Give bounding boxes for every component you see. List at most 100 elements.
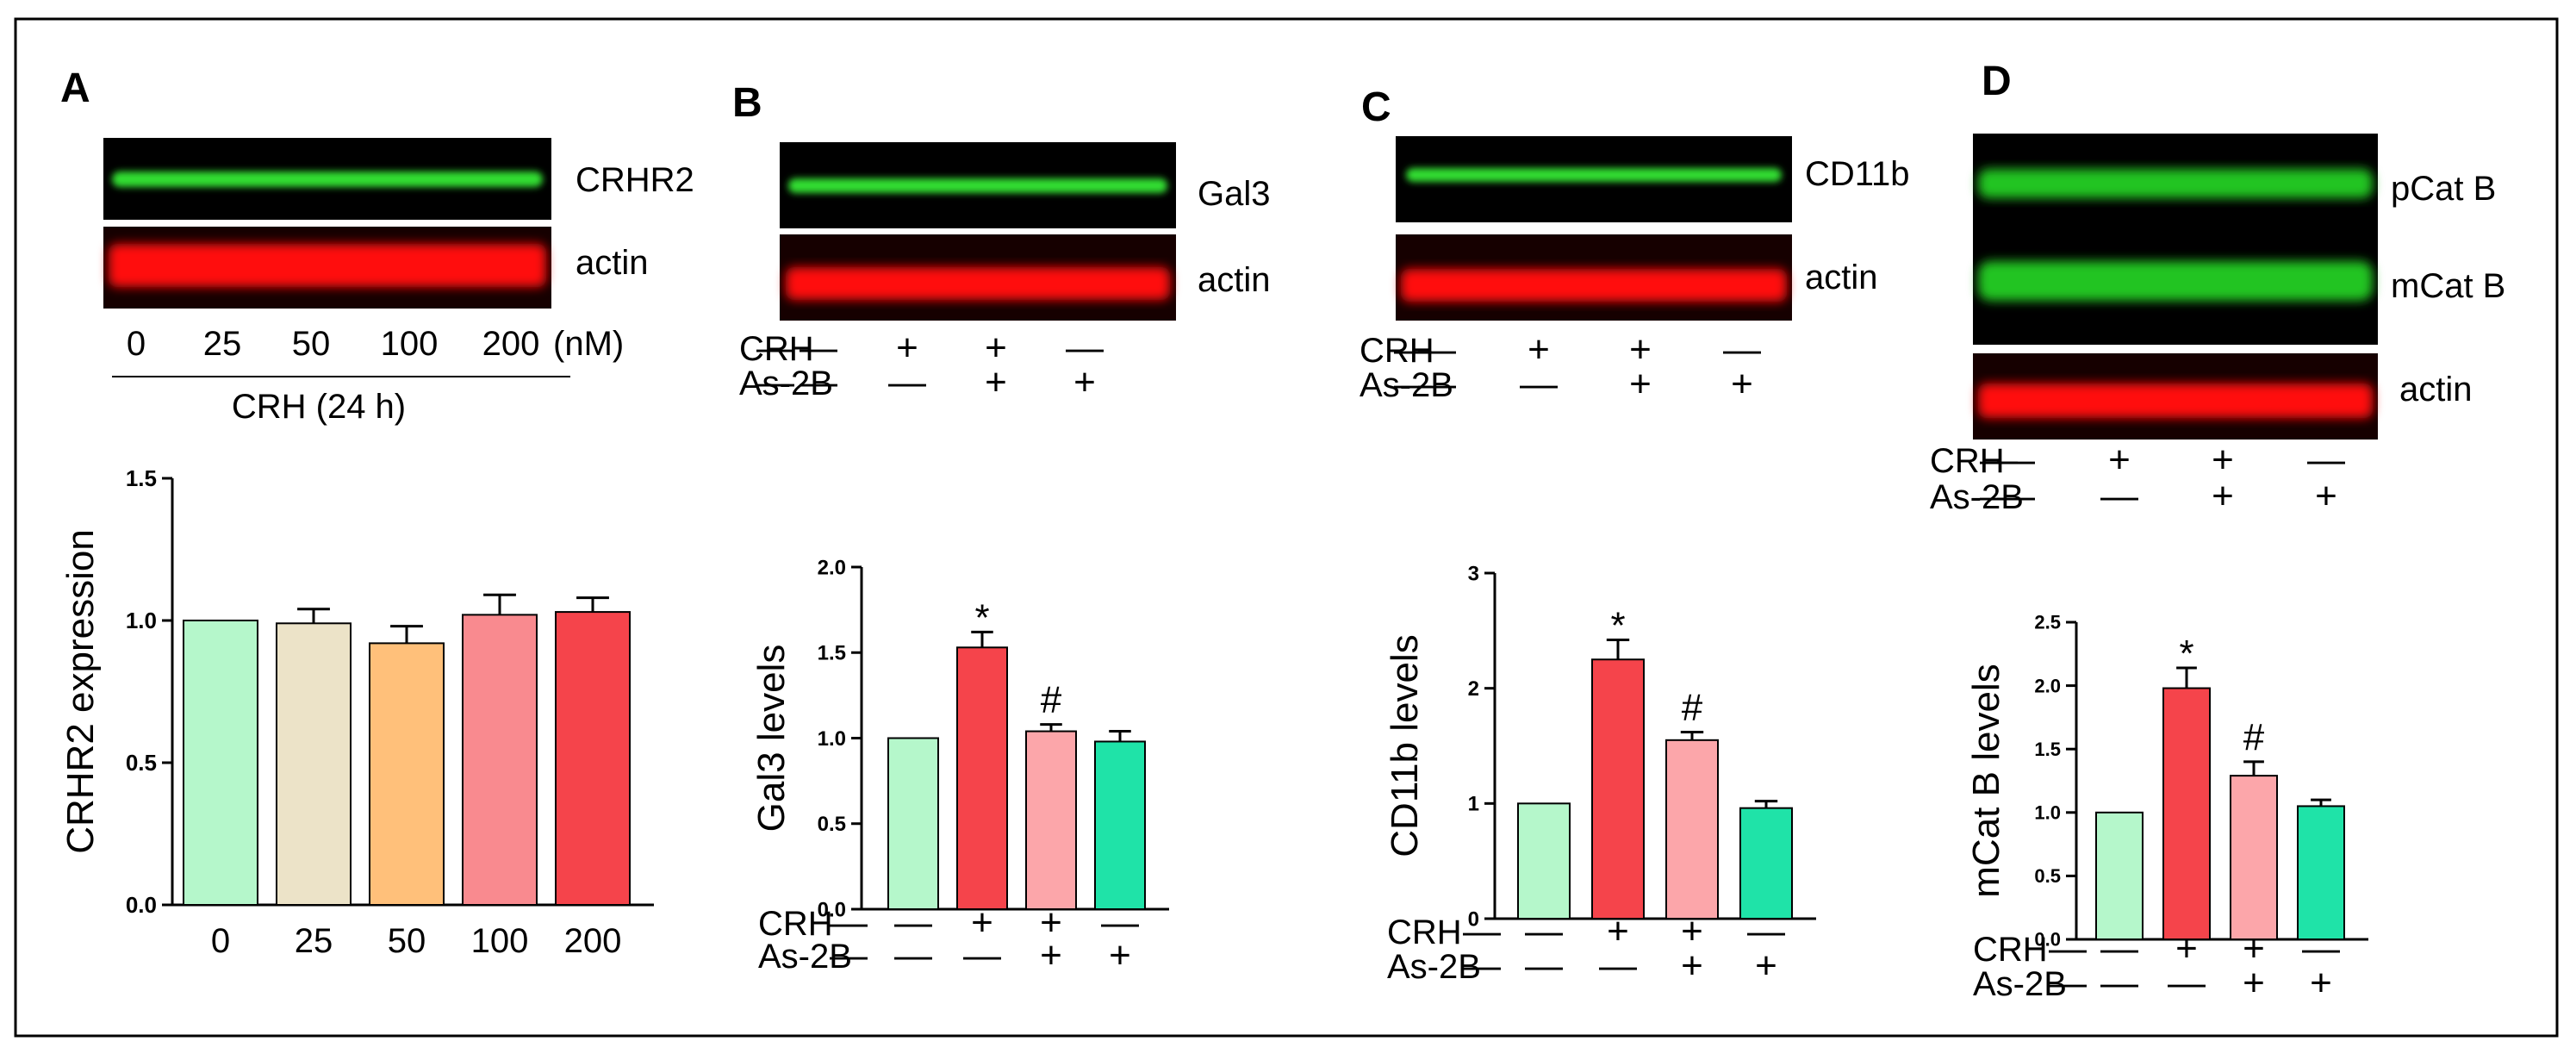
chart-d-mark-as-2b-2: — (2168, 962, 2206, 1004)
chart-c-bar-2 (1591, 658, 1645, 920)
chart-a-bar-2 (276, 622, 352, 906)
blot-b-band-label-actin: actin (1198, 261, 1271, 299)
chart-b-mark-as-2b-4: + (1109, 934, 1131, 976)
blot-c-mark-as-2b-4: + (1731, 363, 1753, 405)
panel-label-d: D (1982, 59, 2012, 104)
blot-b-mark-crh-1: — (800, 327, 837, 369)
blot-c-band-label-cd11b: CD11b (1805, 155, 1910, 193)
chart-c-mark-crh-4: — (1747, 910, 1785, 952)
blot-d-mark-crh-1: — (1997, 439, 2035, 481)
chart-b-tick-label: 0.0 (818, 898, 846, 921)
chart-a-bar-3 (369, 642, 445, 907)
blot-c-band-label-actin: actin (1805, 259, 1878, 296)
chart-b-tick-label: 1.0 (818, 727, 846, 751)
chart-a-category-label: 50 (388, 922, 426, 960)
blot-d-band-label-mcatb: mCat B (2391, 267, 2505, 305)
blot-b-mark-as-2b-1: — (800, 361, 837, 403)
blot-a-lane-25: 25 (203, 325, 242, 363)
chart-a-category-label: 200 (564, 922, 622, 960)
blot-c-mark-as-2b-3: + (1629, 363, 1652, 405)
blot-c-mark-crh-3: + (1629, 328, 1652, 371)
blot-b-row-dash-crh: — (756, 327, 794, 369)
chart-d-y-axis-label: mCat B levels (1965, 664, 2007, 897)
blot-d-band-label-pcatb: pCat B (2391, 170, 2496, 208)
chart-d-bar-4 (2297, 805, 2345, 940)
chart-b-bar-3 (1025, 730, 1077, 910)
chart-b-row-dash-crh: — (830, 901, 868, 944)
blot-a-band-label-actin: actin (576, 244, 649, 282)
chart-d-mark-as-2b-4: + (2310, 962, 2332, 1004)
blot-c-mark-crh-4: — (1723, 328, 1761, 371)
chart-a-bar-5 (555, 611, 631, 906)
chart-d-bar-2 (2162, 687, 2211, 940)
chart-d-row-label-crh: CRH (1973, 931, 2048, 969)
chart-b-bar-2 (956, 646, 1008, 910)
blot-a: CRHR2 actin 0 25 50 100 200 (nM) CRH (24… (103, 138, 694, 426)
blot-a-unit: (nM) (553, 325, 624, 363)
chart-c-annotation-3: # (1682, 686, 1703, 728)
chart-a-category-label: 100 (471, 922, 529, 960)
chart-c-bar-1 (1517, 802, 1571, 920)
chart-d-mark-crh-3: + (2243, 927, 2265, 970)
blot-c-row-label-crh: CRH (1360, 332, 1434, 370)
blot-b-mark-crh-3: + (985, 327, 1007, 369)
blot-c-mark-as-2b-1: — (1418, 363, 1456, 405)
chart-a-tick-label: 0.0 (126, 892, 157, 918)
blot-a-crhr2-band (112, 171, 543, 187)
chart-d-tick-label: 0.0 (2034, 929, 2061, 951)
chart-d-mark-crh-1: — (2100, 927, 2138, 970)
blot-d-pcatb-band (1978, 169, 2373, 198)
blot-d-mark-crh-3: + (2212, 439, 2234, 481)
blot-d-mark-crh-4: — (2307, 439, 2345, 481)
chart-c-mark-as-2b-4: + (1755, 945, 1777, 987)
chart-d-mark-crh-4: — (2302, 927, 2340, 970)
panel-label-a: A (60, 65, 90, 111)
chart-d-row-label-as-2b: As-2B (1973, 965, 2067, 1003)
blot-d-row-dash-crh: — (1980, 439, 2018, 481)
blot-a-lane-0: 0 (127, 325, 146, 363)
chart-d-tick-label: 2.5 (2034, 612, 2061, 633)
blot-b-mark-crh-4: — (1066, 327, 1104, 369)
blot-a-lane-50: 50 (292, 325, 331, 363)
blot-d: pCat B mCat B actin CRH— + + ——As-2B— — + +— (1930, 134, 2505, 517)
blot-c-treatment-rows: CRH— + + ——As-2B— — + +— (1360, 328, 1761, 405)
blot-d-mark-as-2b-3: + (2212, 475, 2234, 517)
chart-c-mark-as-2b-2: — (1599, 945, 1637, 987)
blot-b-actin-band (786, 267, 1170, 300)
chart-d-row-dash-as-2b: — (2049, 962, 2087, 1004)
blot-d-band-label-actin: actin (2399, 371, 2473, 408)
blot-d-row-label-as-2b: As-2B (1930, 478, 2024, 516)
blot-c-actin-band (1401, 269, 1787, 302)
chart-c-mark-crh-2: + (1607, 910, 1629, 952)
blot-c-mark-crh-2: + (1528, 328, 1550, 371)
chart-b-row-dash-as-2b: — (830, 934, 868, 976)
blot-a-lane-100: 100 (381, 325, 439, 363)
chart-b-mark-as-2b-2: — (963, 934, 1001, 976)
chart-c-bar-3 (1665, 739, 1719, 920)
blot-c-row-dash-crh: — (1394, 328, 1432, 371)
chart-b-annotation-3: # (1041, 679, 1062, 721)
chart-b-tick-label: 1.5 (818, 642, 846, 665)
chart-b-row-label-as-2b: As-2B (758, 938, 852, 976)
blot-d-mark-as-2b-2: — (2100, 475, 2138, 517)
chart-b-bar-1 (887, 737, 939, 910)
chart-a-tick-label: 0.5 (126, 750, 157, 776)
chart-a-tick-label: 1.0 (126, 608, 157, 633)
blot-a-actin-band (109, 244, 546, 287)
blot-d-row-label-crh: CRH (1930, 442, 2005, 480)
blot-b-mark-as-2b-2: — (888, 361, 926, 403)
chart-b-tick-label: 2.0 (818, 556, 846, 579)
chart-c-mark-crh-3: + (1681, 910, 1703, 952)
blot-a-band-label-crhr2: CRHR2 (576, 161, 694, 199)
blot-c-row-label-as-2b: As-2B (1360, 366, 1453, 404)
chart-c-tick-label: 0 (1468, 907, 1479, 931)
chart-c-tick-label: 3 (1468, 562, 1479, 585)
chart-b-row-label-crh: CRH (758, 905, 833, 943)
blot-b: Gal3 actin CRH— + + ——As-2B— — + +— (739, 142, 1271, 403)
blot-c-row-dash-as-2b: — (1394, 363, 1432, 405)
chart-d-mark-crh-2: + (2175, 927, 2198, 970)
chart-d-tick-label: 0.5 (2034, 865, 2061, 887)
chart-c-mark-crh-1: — (1525, 910, 1563, 952)
chart-d-annotation-3: # (2243, 716, 2265, 758)
